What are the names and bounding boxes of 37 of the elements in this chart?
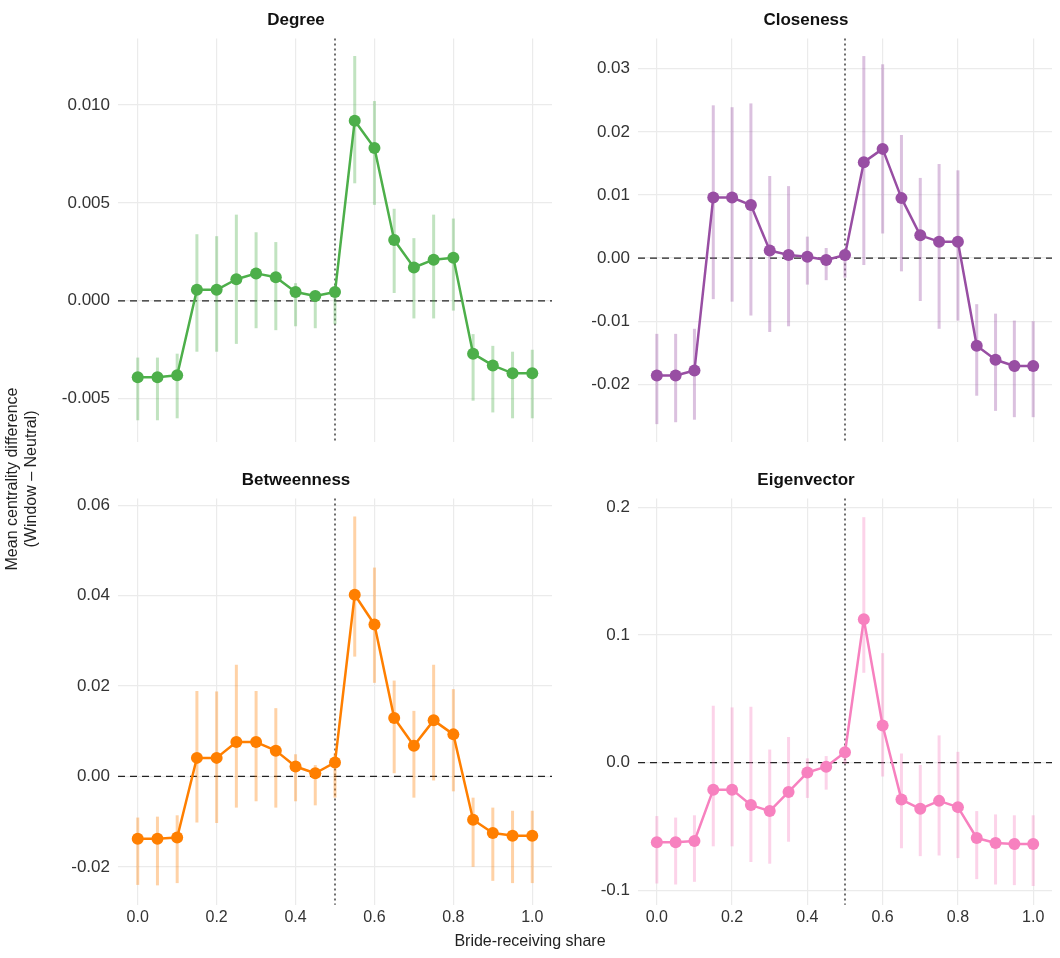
y-tick-label: -0.1 — [600, 880, 630, 900]
x-tick-label: 0.8 — [442, 907, 465, 925]
y-tick-label: -0.01 — [591, 310, 630, 330]
chart-title: Eigenvector — [757, 469, 856, 489]
x-tick-label: 0.6 — [871, 907, 894, 925]
y-tick-label: -0.005 — [61, 388, 110, 408]
y-tick-label: 0.02 — [76, 675, 110, 695]
x-tick-label: 0.4 — [284, 907, 307, 925]
x-tick-label: 0.4 — [796, 907, 819, 925]
y-tick-label: 0.00 — [76, 766, 110, 786]
x-tick-label: 1.0 — [521, 907, 544, 925]
chart-title: Closeness — [763, 9, 849, 29]
y-tick-label: 0.1 — [606, 624, 630, 644]
y-tick-label: 0.01 — [596, 184, 630, 204]
x-tick-label: 0.2 — [720, 907, 744, 925]
y-tick-label: 0.0 — [606, 752, 630, 772]
x-tick-label: 0.2 — [205, 907, 228, 925]
y-tick-label: 0.00 — [596, 247, 630, 267]
y-tick-label: 0.03 — [596, 58, 630, 78]
x-tick-label: 0.0 — [645, 907, 669, 925]
chart-title: Betweenness — [241, 469, 351, 489]
y-tick-label: 0.000 — [67, 290, 110, 310]
x-tick-label: 1.0 — [1022, 907, 1045, 925]
x-tick-label: 0.6 — [363, 907, 386, 925]
y-tick-label: 0.2 — [606, 497, 630, 517]
y-tick-label: 0.02 — [596, 121, 630, 141]
x-tick-label: 0.8 — [946, 907, 970, 925]
y-tick-label: -0.02 — [591, 374, 630, 394]
chart-title: Degree — [267, 9, 325, 29]
x-axis-title: Bride-receiving share — [453, 932, 607, 950]
y-tick-label: -0.02 — [71, 856, 110, 876]
y-tick-label: 0.06 — [76, 494, 110, 514]
x-tick-label: 0.0 — [126, 907, 149, 925]
y-tick-label: 0.005 — [67, 192, 110, 212]
y-tick-label: 0.010 — [67, 94, 110, 114]
y-axis-title: Mean centrality difference (Window – Neutral) — [2, 387, 40, 571]
y-tick-label: 0.04 — [76, 585, 110, 605]
